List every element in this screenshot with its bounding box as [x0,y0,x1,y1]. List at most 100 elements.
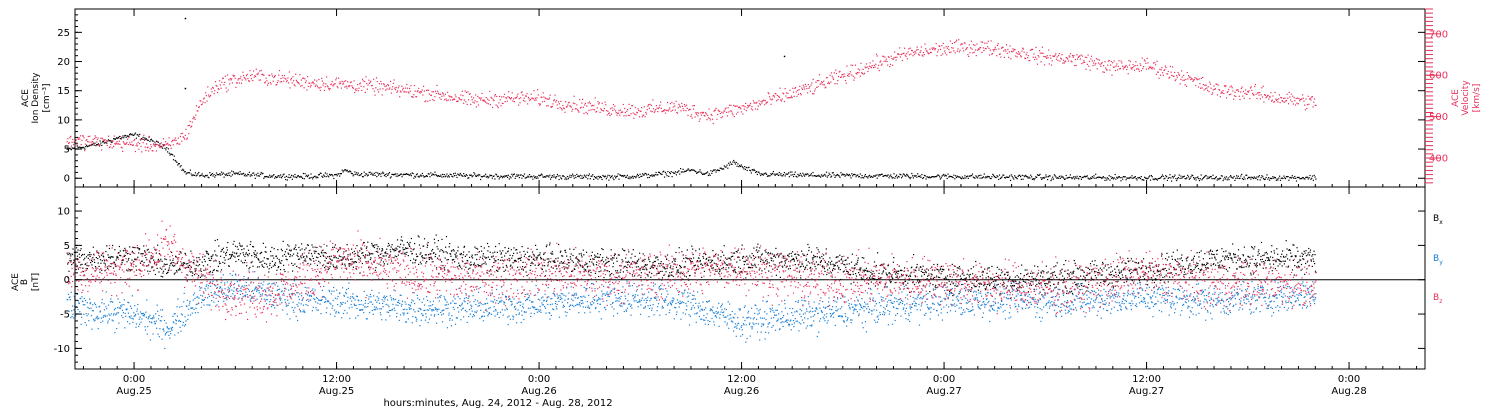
velocity-series-point [699,118,701,120]
bx-series-point [603,276,605,279]
velocity-series-point [785,95,787,97]
ion-density-series-point [1077,177,1079,179]
ion-density-series-point [802,172,804,174]
velocity-series-point [660,101,662,103]
velocity-series-point [231,78,233,80]
ion-density-series-point [1212,174,1214,176]
ion-density-series-point [952,177,954,179]
velocity-series-point [100,137,102,139]
velocity-series-point [381,94,383,96]
ion-density-series-point [1187,174,1189,176]
bx-series-point [464,263,466,265]
bx-series-point [795,256,797,258]
bx-series-point [480,265,482,267]
bx-series-point [121,259,124,261]
velocity-series-point [177,137,179,139]
velocity-series-point [609,115,611,117]
velocity-series-point [300,79,302,81]
velocity-series-point [840,76,842,78]
ion-density-series-point [807,173,809,175]
velocity-series-point [1093,60,1095,62]
velocity-series-point [925,50,927,52]
bx-series-point [131,250,133,252]
bx-series-point [637,260,639,262]
ion-density-series-point [246,175,248,177]
ion-density-series-point [1289,177,1291,179]
ion-density-series-point [79,146,81,148]
velocity-series-point [886,60,888,63]
bx-series-point [172,259,174,261]
velocity-series-point [443,95,445,97]
velocity-series-point [155,144,157,146]
velocity-series-point [193,117,195,119]
ion-density-series-point [552,176,554,178]
bx-series-point [658,272,660,274]
ion-density-series-point [609,177,612,179]
velocity-series-point [296,81,298,83]
ion-density-series-point [934,176,936,178]
bx-series-point [124,255,126,257]
bx-series-point [559,251,561,253]
bx-series-point [154,248,156,250]
ion-density-series-point [615,177,617,179]
velocity-series-point [625,115,627,117]
ion-density-series-point [145,138,148,140]
ion-density-series-point [743,168,745,170]
velocity-series-point [435,92,437,94]
velocity-series-point [1079,55,1081,57]
bx-series-point [157,244,159,246]
ion-density-series-point [594,177,596,179]
bx-series-point [789,265,791,267]
bx-series-point [179,269,181,271]
velocity-series-point [1183,79,1185,81]
velocity-series-point [1110,60,1112,63]
velocity-series-point [1041,46,1043,48]
ion-density-series-point [727,167,729,169]
velocity-series-point [232,74,234,76]
bx-series-point [476,258,478,261]
ion-density-series-point [128,135,130,137]
velocity-series-point [1058,55,1060,57]
velocity-series-point [827,82,829,84]
bx-series-point [261,251,263,253]
velocity-series-point [525,95,527,97]
bx-series-point [743,260,745,263]
ion-density-series-point [514,177,516,179]
ion-density-series-point [854,174,856,176]
ion-density-series-point [237,173,239,175]
velocity-series-point [304,82,307,84]
bx-series-point [771,257,773,260]
bx-series-point [656,267,658,269]
bx-series-point [110,265,112,268]
velocity-series-point [950,51,952,53]
bx-series-point [347,259,349,261]
velocity-series-point [437,90,439,92]
ion-density-series-point [877,174,879,176]
velocity-series-point [451,96,453,98]
bx-series-point [696,268,698,270]
bx-series-point [288,253,290,255]
ion-density-series-point [677,171,679,173]
ion-density-series-point [1080,178,1082,180]
bx-series-point [164,268,166,270]
bx-series-point [367,241,369,243]
velocity-series-point [1027,57,1029,59]
bx-series-point [143,261,145,264]
ion-density-series-point [1160,176,1163,178]
velocity-series-point [1246,93,1248,95]
velocity-series-point [358,87,360,89]
bx-series-point [286,248,288,250]
ion-density-series-point [714,169,716,171]
velocity-series-point [1293,97,1295,99]
ion-density-series-point [347,171,349,173]
ion-density-series-point [821,175,823,177]
ion-density-series-point [405,173,407,175]
velocity-series-point [904,47,906,49]
velocity-series-point [809,86,811,88]
velocity-series-point [98,145,101,147]
ion-density-series-point [1278,177,1280,179]
ion-density-series-point [989,177,991,179]
bx-series-point [392,249,394,251]
bx-series-point [548,260,550,262]
